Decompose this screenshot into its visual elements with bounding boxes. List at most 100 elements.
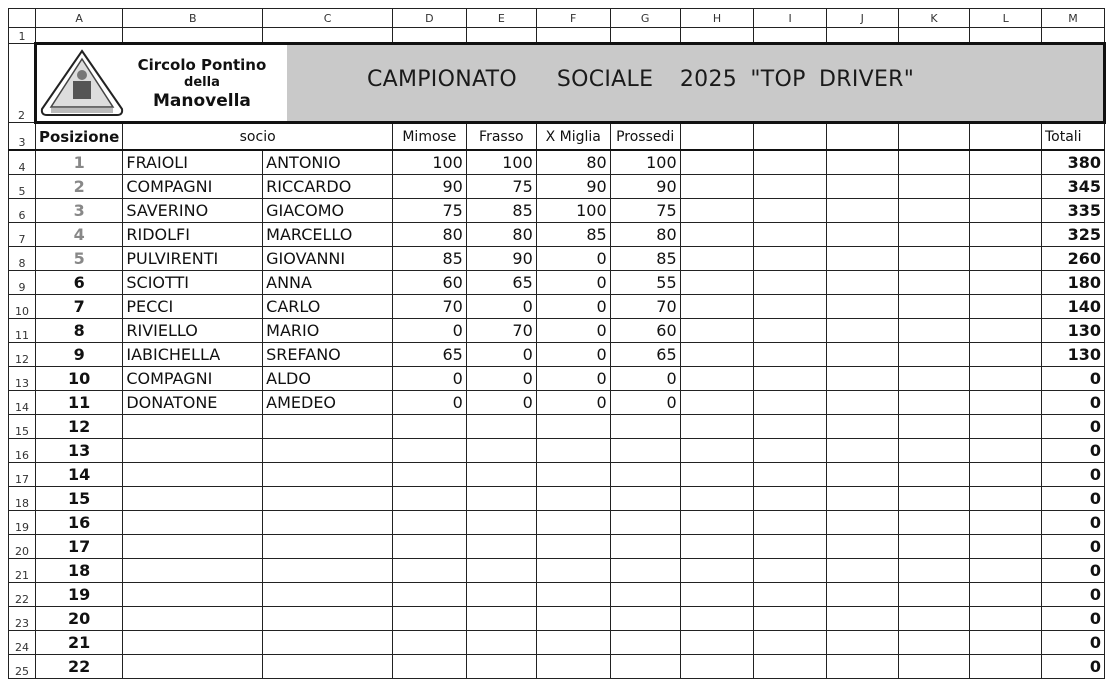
score-cell[interactable]: 70 <box>391 294 467 319</box>
score-cell[interactable]: 60 <box>609 318 681 343</box>
cell[interactable] <box>753 414 827 439</box>
surname-cell[interactable] <box>122 510 264 535</box>
position-cell[interactable]: 19 <box>34 582 124 607</box>
row-header[interactable]: 24 <box>8 630 36 655</box>
total-cell[interactable]: 0 <box>1040 630 1106 655</box>
score-cell[interactable] <box>535 534 611 559</box>
score-cell[interactable]: 0 <box>535 270 611 295</box>
cell[interactable] <box>825 246 899 271</box>
cell[interactable] <box>897 222 971 247</box>
cell[interactable] <box>897 246 971 271</box>
position-cell[interactable]: 4 <box>34 222 124 247</box>
cell[interactable] <box>753 270 827 295</box>
total-cell[interactable]: 0 <box>1040 606 1106 631</box>
name-cell[interactable]: MARIO <box>262 318 393 343</box>
cell[interactable] <box>969 606 1042 631</box>
name-cell[interactable]: SREFANO <box>262 342 393 367</box>
cell[interactable] <box>969 534 1042 559</box>
score-cell[interactable]: 75 <box>465 174 537 199</box>
name-cell[interactable] <box>262 654 393 679</box>
cell[interactable] <box>679 342 755 367</box>
total-cell[interactable]: 0 <box>1040 366 1106 391</box>
surname-cell[interactable] <box>122 582 264 607</box>
score-cell[interactable] <box>391 630 467 655</box>
cell[interactable] <box>679 198 755 223</box>
total-cell[interactable]: 0 <box>1040 486 1106 511</box>
total-cell[interactable]: 0 <box>1040 390 1106 415</box>
score-cell[interactable] <box>535 438 611 463</box>
total-cell[interactable]: 345 <box>1040 174 1106 199</box>
score-cell[interactable] <box>535 558 611 583</box>
total-cell[interactable]: 0 <box>1040 654 1106 679</box>
cell[interactable] <box>753 390 827 415</box>
score-cell[interactable] <box>609 486 681 511</box>
score-cell[interactable]: 0 <box>609 390 681 415</box>
score-cell[interactable] <box>465 438 537 463</box>
position-cell[interactable]: 3 <box>34 198 124 223</box>
score-cell[interactable]: 0 <box>535 342 611 367</box>
cell[interactable] <box>753 366 827 391</box>
cell[interactable] <box>753 122 827 151</box>
score-cell[interactable] <box>391 606 467 631</box>
score-cell[interactable]: 100 <box>391 149 467 175</box>
position-cell[interactable]: 14 <box>34 462 124 487</box>
header-totali[interactable]: Totali <box>1040 122 1106 151</box>
cell[interactable] <box>969 630 1042 655</box>
cell[interactable] <box>753 510 827 535</box>
score-cell[interactable] <box>465 582 537 607</box>
cell[interactable] <box>969 246 1042 271</box>
score-cell[interactable]: 0 <box>391 366 467 391</box>
surname-cell[interactable]: RIVIELLO <box>122 318 264 343</box>
score-cell[interactable] <box>609 606 681 631</box>
score-cell[interactable]: 90 <box>465 246 537 271</box>
cell[interactable] <box>897 318 971 343</box>
cell[interactable] <box>679 222 755 247</box>
cell[interactable] <box>897 270 971 295</box>
position-cell[interactable]: 5 <box>34 246 124 271</box>
score-cell[interactable] <box>465 486 537 511</box>
name-cell[interactable]: GIACOMO <box>262 198 393 223</box>
total-cell[interactable]: 0 <box>1040 414 1106 439</box>
score-cell[interactable] <box>391 654 467 679</box>
cell[interactable] <box>897 414 971 439</box>
cell[interactable] <box>753 534 827 559</box>
cell[interactable] <box>679 510 755 535</box>
score-cell[interactable]: 90 <box>535 174 611 199</box>
cell[interactable] <box>969 294 1042 319</box>
cell[interactable] <box>825 486 899 511</box>
cell[interactable] <box>753 654 827 679</box>
cell[interactable] <box>753 174 827 199</box>
row-header[interactable]: 21 <box>8 558 36 583</box>
score-cell[interactable] <box>535 654 611 679</box>
score-cell[interactable]: 85 <box>535 222 611 247</box>
cell[interactable] <box>825 294 899 319</box>
cell[interactable] <box>753 342 827 367</box>
name-cell[interactable] <box>262 606 393 631</box>
cell[interactable] <box>969 270 1042 295</box>
cell[interactable] <box>753 318 827 343</box>
name-cell[interactable] <box>262 630 393 655</box>
score-cell[interactable] <box>391 582 467 607</box>
cell[interactable] <box>897 534 971 559</box>
name-cell[interactable]: ALDO <box>262 366 393 391</box>
position-cell[interactable]: 16 <box>34 510 124 535</box>
name-cell[interactable]: CARLO <box>262 294 393 319</box>
cell[interactable] <box>465 27 537 44</box>
cell[interactable] <box>969 582 1042 607</box>
cell[interactable] <box>391 27 467 44</box>
score-cell[interactable] <box>391 438 467 463</box>
cell[interactable] <box>825 630 899 655</box>
position-cell[interactable]: 21 <box>34 630 124 655</box>
position-cell[interactable]: 17 <box>34 534 124 559</box>
column-header[interactable]: H <box>679 8 755 28</box>
total-cell[interactable]: 325 <box>1040 222 1106 247</box>
cell[interactable] <box>609 27 681 44</box>
cell[interactable] <box>897 462 971 487</box>
cell[interactable] <box>969 414 1042 439</box>
corner-cell[interactable] <box>8 8 36 28</box>
cell[interactable] <box>897 606 971 631</box>
row-header[interactable]: 2 <box>8 43 36 123</box>
score-cell[interactable] <box>465 534 537 559</box>
row-header[interactable]: 23 <box>8 606 36 631</box>
row-header[interactable]: 20 <box>8 534 36 559</box>
